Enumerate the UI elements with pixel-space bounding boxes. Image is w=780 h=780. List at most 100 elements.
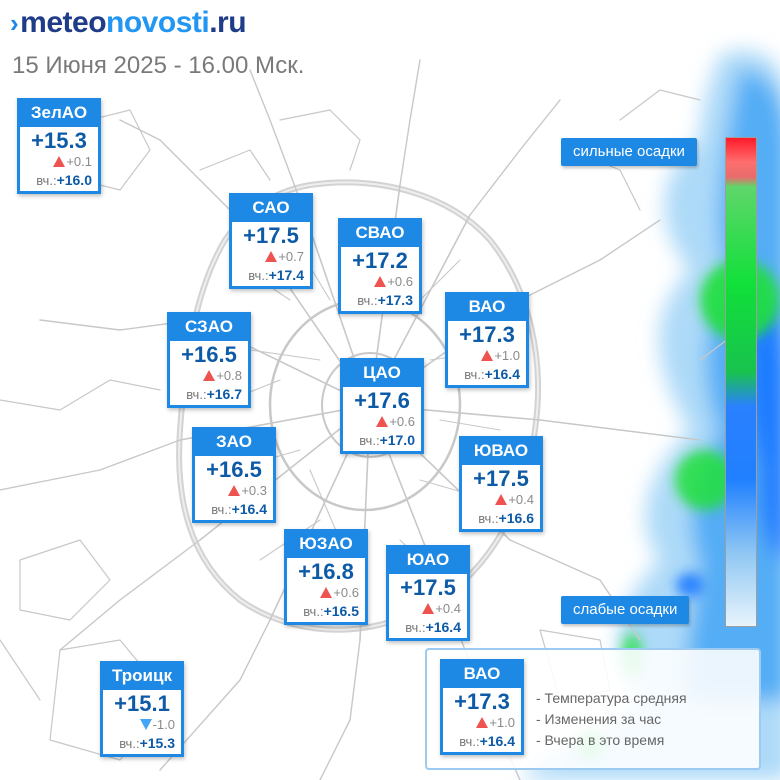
change-value: +0.7 [278, 249, 304, 264]
trend-up-icon [495, 494, 508, 505]
district-temperature: +15.3 [31, 128, 87, 153]
yesterday-row: вч.:+16.4 [443, 732, 521, 752]
temperature-change: +0.3 [195, 482, 273, 500]
district-temperature: +16.5 [181, 342, 237, 367]
change-value: -1.0 [152, 717, 175, 732]
district-temperature: +15.1 [114, 691, 170, 716]
precipitation-scale-bar [725, 137, 757, 627]
yesterday-label: вч.: [303, 604, 324, 619]
district-name: ЦАО [343, 361, 421, 387]
district-card: ЗелАО +15.3 +0.1 вч.:+16.0 [17, 98, 101, 194]
district-card: ВАО +17.3 +1.0 вч.:+16.4 [445, 292, 529, 388]
light-precipitation-label: слабые осадки [561, 596, 690, 624]
change-value: +0.1 [66, 154, 92, 169]
yesterday-label: вч.: [357, 293, 378, 308]
yesterday-row: вч.:+17.4 [232, 266, 310, 286]
yesterday-label: вч.: [459, 734, 480, 749]
yesterday-label: вч.: [248, 268, 269, 283]
yesterday-row: вч.:+17.3 [341, 291, 419, 311]
yesterday-value: +15.3 [139, 735, 175, 751]
district-temperature: +17.3 [459, 322, 515, 347]
change-value: +1.0 [489, 715, 515, 730]
district-name: САО [232, 196, 310, 222]
district-card: ЗАО +16.5 +0.3 вч.:+16.4 [192, 427, 276, 523]
trend-up-icon [53, 156, 66, 167]
trend-up-icon [320, 587, 333, 598]
district-temperature: +16.8 [298, 559, 354, 584]
legend-sample-card: ВАО +17.3 +1.0 вч.:+16.4 [440, 659, 524, 755]
trend-up-icon [422, 603, 435, 614]
district-temperature: +17.5 [473, 466, 529, 491]
yesterday-label: вч.: [36, 173, 57, 188]
yesterday-label: вч.: [478, 511, 499, 526]
logo-text-light: novosti [106, 6, 210, 39]
legend-descriptions: - Температура средняя - Изменения за час… [536, 688, 687, 751]
district-temperature: +17.2 [352, 248, 408, 273]
legend-line-average: - Температура средняя [536, 690, 687, 706]
district-name: ВАО [443, 662, 521, 688]
yesterday-label: вч.: [405, 620, 426, 635]
yesterday-row: вч.:+16.7 [170, 385, 248, 405]
temperature-change: +0.6 [343, 413, 421, 431]
district-temperature: +17.6 [354, 388, 410, 413]
yesterday-label: вч.: [186, 387, 207, 402]
change-value: +0.6 [389, 414, 415, 429]
yesterday-value: +16.5 [323, 603, 359, 619]
yesterday-value: +17.0 [379, 432, 415, 448]
district-name: ЮВАО [462, 439, 540, 465]
heavy-precipitation-label: сильные осадки [561, 138, 697, 166]
temperature-change: +0.1 [20, 153, 98, 171]
district-card: САО +17.5 +0.7 вч.:+17.4 [229, 193, 313, 289]
logo-text-dark: meteo [20, 6, 107, 39]
district-temperature: +17.5 [243, 223, 299, 248]
trend-up-icon [265, 251, 278, 262]
trend-up-icon [203, 370, 216, 381]
district-card: ЮАО +17.5 +0.4 вч.:+16.4 [386, 545, 470, 641]
yesterday-label: вч.: [119, 736, 140, 751]
temperature-change: +0.6 [341, 273, 419, 291]
yesterday-row: вч.:+16.4 [195, 500, 273, 520]
trend-up-icon [481, 350, 494, 361]
change-value: +1.0 [494, 348, 520, 363]
district-temperature: +17.5 [400, 575, 456, 600]
district-card: Троицк +15.1 -1.0 вч.:+15.3 [100, 661, 184, 757]
legend-line-hourly-change: - Изменения за час [536, 711, 662, 727]
yesterday-row: вч.:+16.6 [462, 509, 540, 529]
yesterday-label: вч.: [359, 433, 380, 448]
district-temperature: +17.3 [454, 689, 510, 714]
temperature-change: +0.4 [389, 600, 467, 618]
trend-down-icon [139, 719, 152, 730]
yesterday-row: вч.:+16.0 [20, 171, 98, 191]
change-value: +0.3 [241, 483, 267, 498]
yesterday-value: +16.4 [231, 501, 267, 517]
trend-up-icon [476, 717, 489, 728]
change-value: +0.8 [216, 368, 242, 383]
change-value: +0.4 [508, 492, 534, 507]
yesterday-row: вч.:+17.0 [343, 431, 421, 451]
district-name: Троицк [103, 664, 181, 690]
forecast-datetime: 15 Июня 2025 - 16.00 Мск. [12, 52, 305, 79]
district-temperature: +16.5 [206, 457, 262, 482]
yesterday-row: вч.:+16.4 [389, 618, 467, 638]
yesterday-row: вч.:+15.3 [103, 734, 181, 754]
district-card: СВАО +17.2 +0.6 вч.:+17.3 [338, 218, 422, 314]
change-value: +0.6 [387, 274, 413, 289]
yesterday-value: +16.0 [56, 172, 92, 188]
yesterday-label: вч.: [464, 367, 485, 382]
temperature-change: -1.0 [103, 716, 181, 734]
district-name: СВАО [341, 221, 419, 247]
yesterday-value: +16.4 [425, 619, 461, 635]
change-value: +0.6 [333, 585, 359, 600]
road-network [0, 59, 741, 780]
trend-up-icon [374, 276, 387, 287]
temperature-change: +0.4 [462, 491, 540, 509]
temperature-change: +0.6 [287, 584, 365, 602]
district-name: ВАО [448, 295, 526, 321]
district-card: ЦАО +17.6 +0.6 вч.:+17.0 [340, 358, 424, 454]
district-name: ЗАО [195, 430, 273, 456]
site-logo[interactable]: ›meteonovosti.ru [10, 6, 247, 40]
yesterday-value: +17.4 [268, 267, 304, 283]
temperature-change: +1.0 [443, 714, 521, 732]
district-name: СЗАО [170, 315, 248, 341]
yesterday-row: вч.:+16.4 [448, 365, 526, 385]
